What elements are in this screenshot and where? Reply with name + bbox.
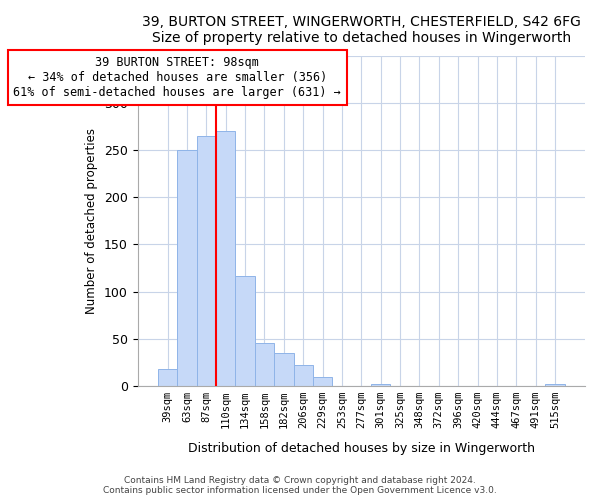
Bar xyxy=(545,384,565,386)
Bar xyxy=(197,136,216,386)
Title: 39, BURTON STREET, WINGERWORTH, CHESTERFIELD, S42 6FG
Size of property relative : 39, BURTON STREET, WINGERWORTH, CHESTERF… xyxy=(142,15,581,45)
Bar xyxy=(178,150,197,386)
Bar xyxy=(158,369,178,386)
Bar xyxy=(255,344,274,386)
X-axis label: Distribution of detached houses by size in Wingerworth: Distribution of detached houses by size … xyxy=(188,442,535,455)
Bar xyxy=(293,365,313,386)
Y-axis label: Number of detached properties: Number of detached properties xyxy=(85,128,98,314)
Bar xyxy=(235,276,255,386)
Text: 39 BURTON STREET: 98sqm
← 34% of detached houses are smaller (356)
61% of semi-d: 39 BURTON STREET: 98sqm ← 34% of detache… xyxy=(13,56,341,99)
Bar xyxy=(216,132,235,386)
Bar xyxy=(313,378,332,386)
Text: Contains HM Land Registry data © Crown copyright and database right 2024.
Contai: Contains HM Land Registry data © Crown c… xyxy=(103,476,497,495)
Bar xyxy=(371,384,391,386)
Bar xyxy=(274,353,293,386)
